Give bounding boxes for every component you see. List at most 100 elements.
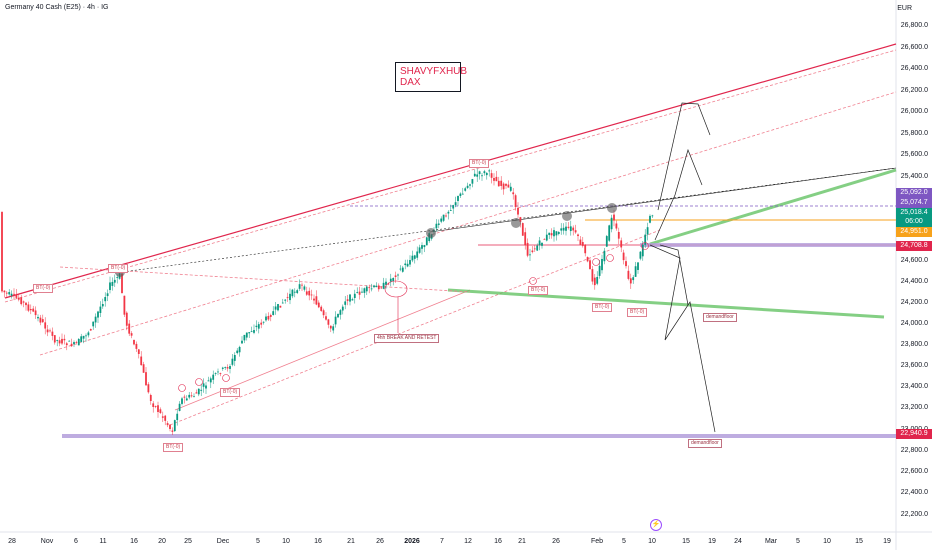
candle-body: [301, 284, 303, 286]
candle-body: [128, 323, 131, 334]
candle-body: [185, 398, 188, 401]
candle-body: [601, 258, 603, 271]
candle-body: [1, 211, 3, 292]
candle-body: [373, 285, 375, 288]
candle-body: [529, 254, 531, 256]
candle-body: [418, 247, 421, 253]
time-tick: 2026: [404, 538, 420, 545]
candle-body: [569, 226, 572, 232]
candle-body: [205, 385, 207, 389]
price-tick: 25,400.0: [900, 173, 928, 180]
candle-body: [58, 340, 61, 344]
candle-body: [303, 286, 306, 290]
candle-body: [202, 383, 205, 387]
candle-body: [466, 185, 469, 188]
candle-body: [17, 297, 20, 300]
price-label-level-1: 25,092.0: [896, 188, 932, 198]
candle-body: [5, 292, 8, 294]
candle-body: [337, 313, 339, 318]
candle-body: [478, 171, 481, 175]
candle-body: [634, 266, 637, 277]
candle-body: [176, 413, 179, 421]
candle-body: [195, 392, 198, 394]
time-tick: 7: [440, 538, 444, 545]
candle-body: [617, 231, 620, 239]
candle-body: [51, 331, 54, 336]
lightning-icon[interactable]: ⚡: [650, 519, 662, 531]
candle-body: [229, 366, 231, 369]
candle-body: [310, 294, 313, 296]
candle-body: [41, 319, 44, 323]
candle-body: [397, 274, 399, 276]
candle-body: [517, 207, 519, 215]
candle-body: [68, 340, 71, 342]
candle-body: [315, 296, 318, 305]
time-tick: 15: [682, 538, 690, 545]
candle-body: [133, 339, 135, 345]
candle-body: [169, 424, 171, 429]
price-label-level-2: 25,074.7: [896, 198, 932, 208]
candlestick-series: [1, 168, 654, 436]
candle-body: [425, 237, 428, 246]
candle-body: [15, 294, 18, 298]
candle-body: [385, 281, 387, 285]
candle-body: [77, 339, 80, 346]
price-tick: 24,400.0: [900, 278, 928, 285]
time-tick: Mar: [764, 538, 778, 545]
candle-body: [63, 338, 66, 341]
candle-body: [584, 244, 587, 254]
time-tick: 5: [256, 538, 260, 545]
candle-body: [161, 416, 164, 418]
candle-body: [392, 277, 395, 281]
currency-label: EUR: [897, 5, 912, 12]
candle-body: [221, 367, 224, 369]
candle-body: [123, 295, 126, 315]
candle-body: [500, 180, 503, 186]
candle-body: [214, 373, 217, 374]
candle-body: [274, 306, 277, 310]
candle-body: [305, 291, 308, 295]
last-price-label: 25,018.4: [896, 208, 932, 218]
candle-body: [627, 270, 630, 279]
candle-body: [493, 178, 495, 181]
time-tick: 19: [883, 538, 891, 545]
candle-body: [183, 396, 186, 398]
candle-body: [135, 343, 138, 349]
price-label-level-5: 22,940.9: [896, 429, 932, 439]
candle-body: [435, 223, 438, 229]
candle-body: [368, 287, 371, 289]
demand-zone-bottom: [62, 434, 896, 438]
time-tick: Feb: [590, 538, 604, 545]
candle-body: [147, 384, 150, 393]
candle-body: [377, 285, 380, 290]
candle-body: [473, 173, 476, 177]
candle-body: [521, 223, 524, 236]
candle-body: [649, 215, 651, 223]
price-tick: 24,000.0: [900, 320, 928, 327]
candle-body: [562, 227, 565, 231]
candle-body: [332, 326, 335, 331]
candle-body: [219, 373, 222, 375]
candle-body: [154, 406, 157, 407]
candle-body: [651, 215, 654, 217]
candle-body: [92, 321, 95, 327]
countdown-label: 06:00: [896, 217, 932, 227]
price-tick: 22,200.0: [900, 511, 928, 518]
candle-body: [255, 325, 258, 328]
candle-body: [577, 234, 579, 237]
candle-body: [646, 227, 649, 235]
candle-body: [32, 308, 35, 312]
candle-body: [137, 349, 140, 354]
time-tick: 25: [184, 538, 192, 545]
time-tick: 28: [8, 538, 16, 545]
candle-body: [327, 319, 330, 325]
candle-body: [217, 371, 219, 373]
time-tick: 6: [74, 538, 78, 545]
bt-tag-3: BT(-0): [163, 443, 184, 452]
candle-body: [490, 173, 493, 178]
candle-body: [375, 285, 378, 288]
candle-body: [233, 354, 236, 361]
price-tick: 26,800.0: [900, 22, 928, 29]
candle-body: [317, 302, 320, 308]
